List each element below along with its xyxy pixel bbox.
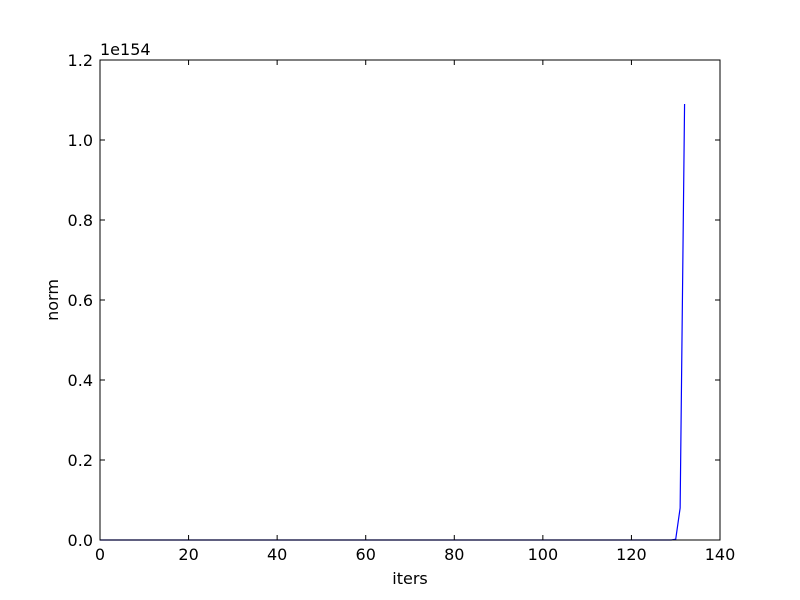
y-offset-label: 1e154 — [100, 40, 151, 59]
y-tick-label: 0.8 — [68, 211, 93, 230]
y-axis-label: norm — [43, 279, 62, 321]
y-tick-label: 1.2 — [68, 51, 93, 70]
plot-area — [100, 60, 720, 540]
x-tick-label: 140 — [705, 545, 736, 564]
y-tick-label: 0.0 — [68, 531, 93, 550]
y-tick-label: 0.6 — [68, 291, 93, 310]
x-axis-label: iters — [392, 569, 427, 588]
ticks-layer: 0 20 40 60 80 100 120 140 0.0 0.2 0.4 0.6 0.8 1.0 1.2 — [68, 51, 736, 564]
x-tick-label: 60 — [356, 545, 376, 564]
y-tick-label: 0.4 — [68, 371, 93, 390]
x-tick-label: 0 — [95, 545, 105, 564]
x-tick-label: 20 — [178, 545, 198, 564]
x-tick-label: 80 — [444, 545, 464, 564]
x-tick-label: 100 — [528, 545, 559, 564]
y-tick-label: 1.0 — [68, 131, 93, 150]
x-tick-label: 120 — [616, 545, 647, 564]
x-tick-label: 40 — [267, 545, 287, 564]
plot-frame — [99, 59, 721, 541]
y-tick-label: 0.2 — [68, 451, 93, 470]
